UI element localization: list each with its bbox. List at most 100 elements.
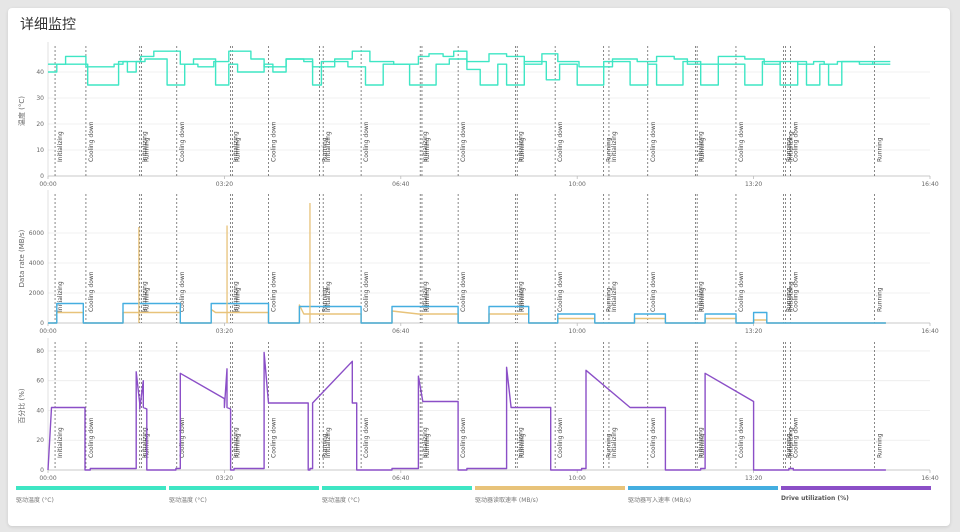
- x-tick-label: 03:20: [216, 475, 233, 482]
- x-tick-label: 00:00: [39, 475, 56, 482]
- phase-label: Cooling down: [650, 271, 657, 312]
- y-tick-label: 10: [36, 147, 44, 154]
- y-tick-label: 20: [36, 437, 44, 444]
- legend-item[interactable]: 驱动温度 (°C): [169, 486, 319, 506]
- phase-label: Initializing: [697, 131, 704, 162]
- y-tick-label: 2000: [29, 290, 44, 297]
- legend-swatch: [322, 486, 472, 490]
- chart-panel-1: 0 2000 4000 6000 00:00 03:20 06:40 10:00 13:20 16…: [18, 190, 939, 335]
- x-tick-label: 06:40: [392, 328, 409, 335]
- monitor-card: 详细监控: [8, 8, 950, 526]
- x-tick-label: 10:00: [569, 181, 586, 188]
- phase-label: Cooling down: [460, 417, 467, 458]
- legend-item[interactable]: 驱动器读取速率 (MB/s): [475, 486, 625, 506]
- legend-label: Drive utilization (%): [781, 495, 849, 502]
- phase-label: Running: [606, 137, 613, 162]
- phase-label: Cooling down: [557, 271, 564, 312]
- legend-item[interactable]: 驱动温度 (°C): [16, 486, 166, 506]
- phase-label: Initializing: [787, 281, 794, 312]
- phase-label: Running: [876, 287, 883, 312]
- phase-label: Initializing: [233, 427, 240, 458]
- x-tick-label: 06:40: [392, 181, 409, 188]
- x-tick-label: 13:20: [745, 328, 762, 335]
- phase-label: Cooling down: [793, 121, 800, 162]
- y-tick-label: 0: [40, 467, 44, 474]
- y-axis-label: 百分比 (%): [17, 388, 26, 424]
- chart-panel-0: 0 10 20 30 40 00:00 03:20 06:40 10:00 13:20 16:40 温…: [17, 42, 939, 188]
- phase-label: Cooling down: [738, 271, 745, 312]
- phase-label: Running: [234, 287, 241, 312]
- legend-swatch: [628, 486, 778, 490]
- legend: 驱动温度 (°C) 驱动温度 (°C) 驱动温度 (°C) 驱动器读取速率 (MB/s…: [16, 486, 934, 506]
- phase-label: Initializing: [422, 281, 429, 312]
- phase-label: Running: [424, 433, 431, 458]
- phase-label: Running: [143, 287, 150, 312]
- phase-label: Cooling down: [179, 417, 186, 458]
- phase-label: Initializing: [611, 131, 618, 162]
- phase-label: Running: [424, 137, 431, 162]
- phase-label: Cooling down: [557, 417, 564, 458]
- x-tick-label: 00:00: [39, 181, 56, 188]
- phase-label: Initializing: [142, 427, 149, 458]
- phase-label: Cooling down: [363, 417, 370, 458]
- phase-label: Running: [786, 433, 793, 458]
- legend-label: 驱动温度 (°C): [322, 497, 360, 504]
- phase-label: Cooling down: [88, 417, 95, 458]
- phase-label: Cooling down: [179, 271, 186, 312]
- phase-label: Cooling down: [271, 417, 278, 458]
- legend-swatch: [169, 486, 319, 490]
- phase-label: Running: [606, 433, 613, 458]
- phase-label: Initializing: [611, 427, 618, 458]
- phase-label: Running: [234, 433, 241, 458]
- phase-label: Cooling down: [271, 271, 278, 312]
- x-tick-label: 10:00: [569, 475, 586, 482]
- y-tick-label: 20: [36, 121, 44, 128]
- legend-item[interactable]: 驱动温度 (°C): [322, 486, 472, 506]
- x-tick-label: 03:20: [216, 181, 233, 188]
- phase-label: Cooling down: [793, 417, 800, 458]
- phase-label: Cooling down: [738, 417, 745, 458]
- phase-label: Running: [876, 433, 883, 458]
- phase-label: Initializing: [517, 281, 524, 312]
- legend-label: 驱动温度 (°C): [16, 497, 54, 504]
- phase-label: Initializing: [57, 131, 64, 162]
- page-title: 详细监控: [20, 17, 76, 33]
- legend-swatch: [475, 486, 625, 490]
- series-line-1: [48, 58, 891, 86]
- phase-label: Running: [699, 137, 706, 162]
- phase-label: Running: [786, 137, 793, 162]
- phase-label: Running: [699, 287, 706, 312]
- phase-label: Initializing: [422, 131, 429, 162]
- phase-label: Running: [519, 287, 526, 312]
- phase-label: Cooling down: [650, 417, 657, 458]
- y-axis-label: Data rate (MB/s): [18, 229, 26, 287]
- y-tick-label: 30: [36, 95, 44, 102]
- phase-label: Cooling down: [271, 121, 278, 162]
- phase-label: Running: [322, 287, 329, 312]
- phase-label: Running: [322, 433, 329, 458]
- x-tick-label: 10:00: [569, 328, 586, 335]
- series-line-0: [47, 351, 886, 471]
- phase-label: Cooling down: [460, 121, 467, 162]
- phase-label: Cooling down: [460, 271, 467, 312]
- phase-label: Initializing: [233, 281, 240, 312]
- phase-label: Running: [786, 287, 793, 312]
- y-tick-label: 6000: [29, 230, 44, 237]
- phase-label: Cooling down: [793, 271, 800, 312]
- series-line-1: [48, 302, 886, 324]
- y-axis-label: 温度 (°C): [17, 96, 26, 126]
- phase-label: Cooling down: [179, 121, 186, 162]
- phase-label: Initializing: [325, 131, 332, 162]
- legend-swatch: [781, 486, 931, 490]
- phase-label: Running: [876, 137, 883, 162]
- legend-item[interactable]: Drive utilization (%): [781, 486, 931, 506]
- phase-label: Initializing: [697, 281, 704, 312]
- phase-label: Initializing: [325, 427, 332, 458]
- legend-label: 驱动器读取速率 (MB/s): [475, 497, 539, 504]
- phase-label: Running: [699, 433, 706, 458]
- phase-label: Running: [143, 137, 150, 162]
- phase-label: Initializing: [142, 131, 149, 162]
- phase-label: Cooling down: [88, 121, 95, 162]
- x-tick-label: 16:40: [921, 475, 938, 482]
- legend-item[interactable]: 驱动器写入速率 (MB/s): [628, 486, 778, 506]
